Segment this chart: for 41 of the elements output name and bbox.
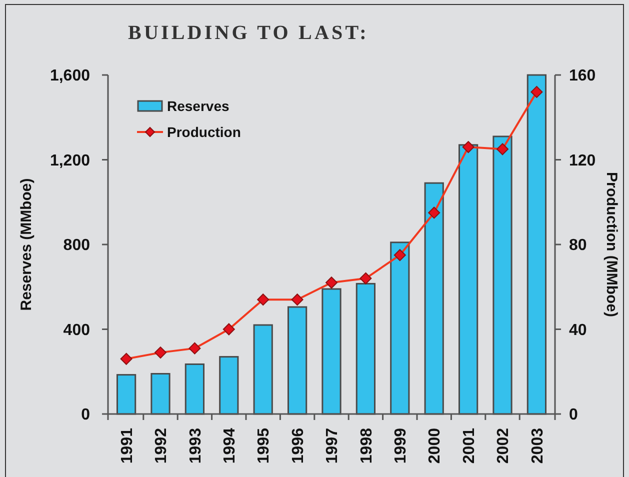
x-tick-label: 2003 xyxy=(529,428,546,464)
y2-axis-title: Production (MMboe) xyxy=(603,172,620,317)
x-tick-label: 1998 xyxy=(358,428,376,464)
x-tick-label: 1996 xyxy=(290,428,307,464)
x-tick-label: 1992 xyxy=(153,428,170,464)
point xyxy=(326,276,338,289)
x-tick-label: 1999 xyxy=(392,428,410,464)
y-tick-label: 800 xyxy=(63,237,90,254)
point xyxy=(154,346,166,359)
point xyxy=(496,143,508,156)
point xyxy=(462,141,474,154)
x-tick-label: 2002 xyxy=(495,428,512,464)
point xyxy=(257,294,270,306)
y2-tick-label: 40 xyxy=(569,322,587,339)
x-tick-label: 2001 xyxy=(460,428,478,464)
y-tick-label: 1,600 xyxy=(50,68,90,85)
x-tick-label: 1995 xyxy=(256,428,273,464)
x-tick-label: 1997 xyxy=(324,428,342,464)
point xyxy=(188,342,201,354)
point xyxy=(428,206,440,219)
y-tick-label: 0 xyxy=(81,406,90,424)
x-tick-label: 1991 xyxy=(118,428,136,464)
y2-tick-label: 0 xyxy=(569,406,578,424)
y2-tick-label: 120 xyxy=(569,152,596,170)
x-tick-label: 1994 xyxy=(222,428,238,464)
point xyxy=(222,323,235,336)
point xyxy=(360,272,372,284)
legend-label: Reserves xyxy=(167,98,230,114)
y2-tick-label: 160 xyxy=(569,68,596,85)
point xyxy=(291,294,304,306)
y-axis-title: Reserves (MMboe) xyxy=(18,178,35,311)
x-tick-label: 1993 xyxy=(187,428,204,464)
x-tick-label: 2000 xyxy=(426,428,444,464)
y-tick-label: 1,200 xyxy=(50,152,90,170)
legend-label: Production xyxy=(167,124,241,140)
chart-title: BUILDING TO LAST: xyxy=(128,22,369,44)
y2-tick-label: 80 xyxy=(569,237,587,254)
point xyxy=(394,249,406,262)
y-tick-label: 400 xyxy=(63,322,90,339)
point xyxy=(530,86,543,98)
point xyxy=(120,352,132,365)
